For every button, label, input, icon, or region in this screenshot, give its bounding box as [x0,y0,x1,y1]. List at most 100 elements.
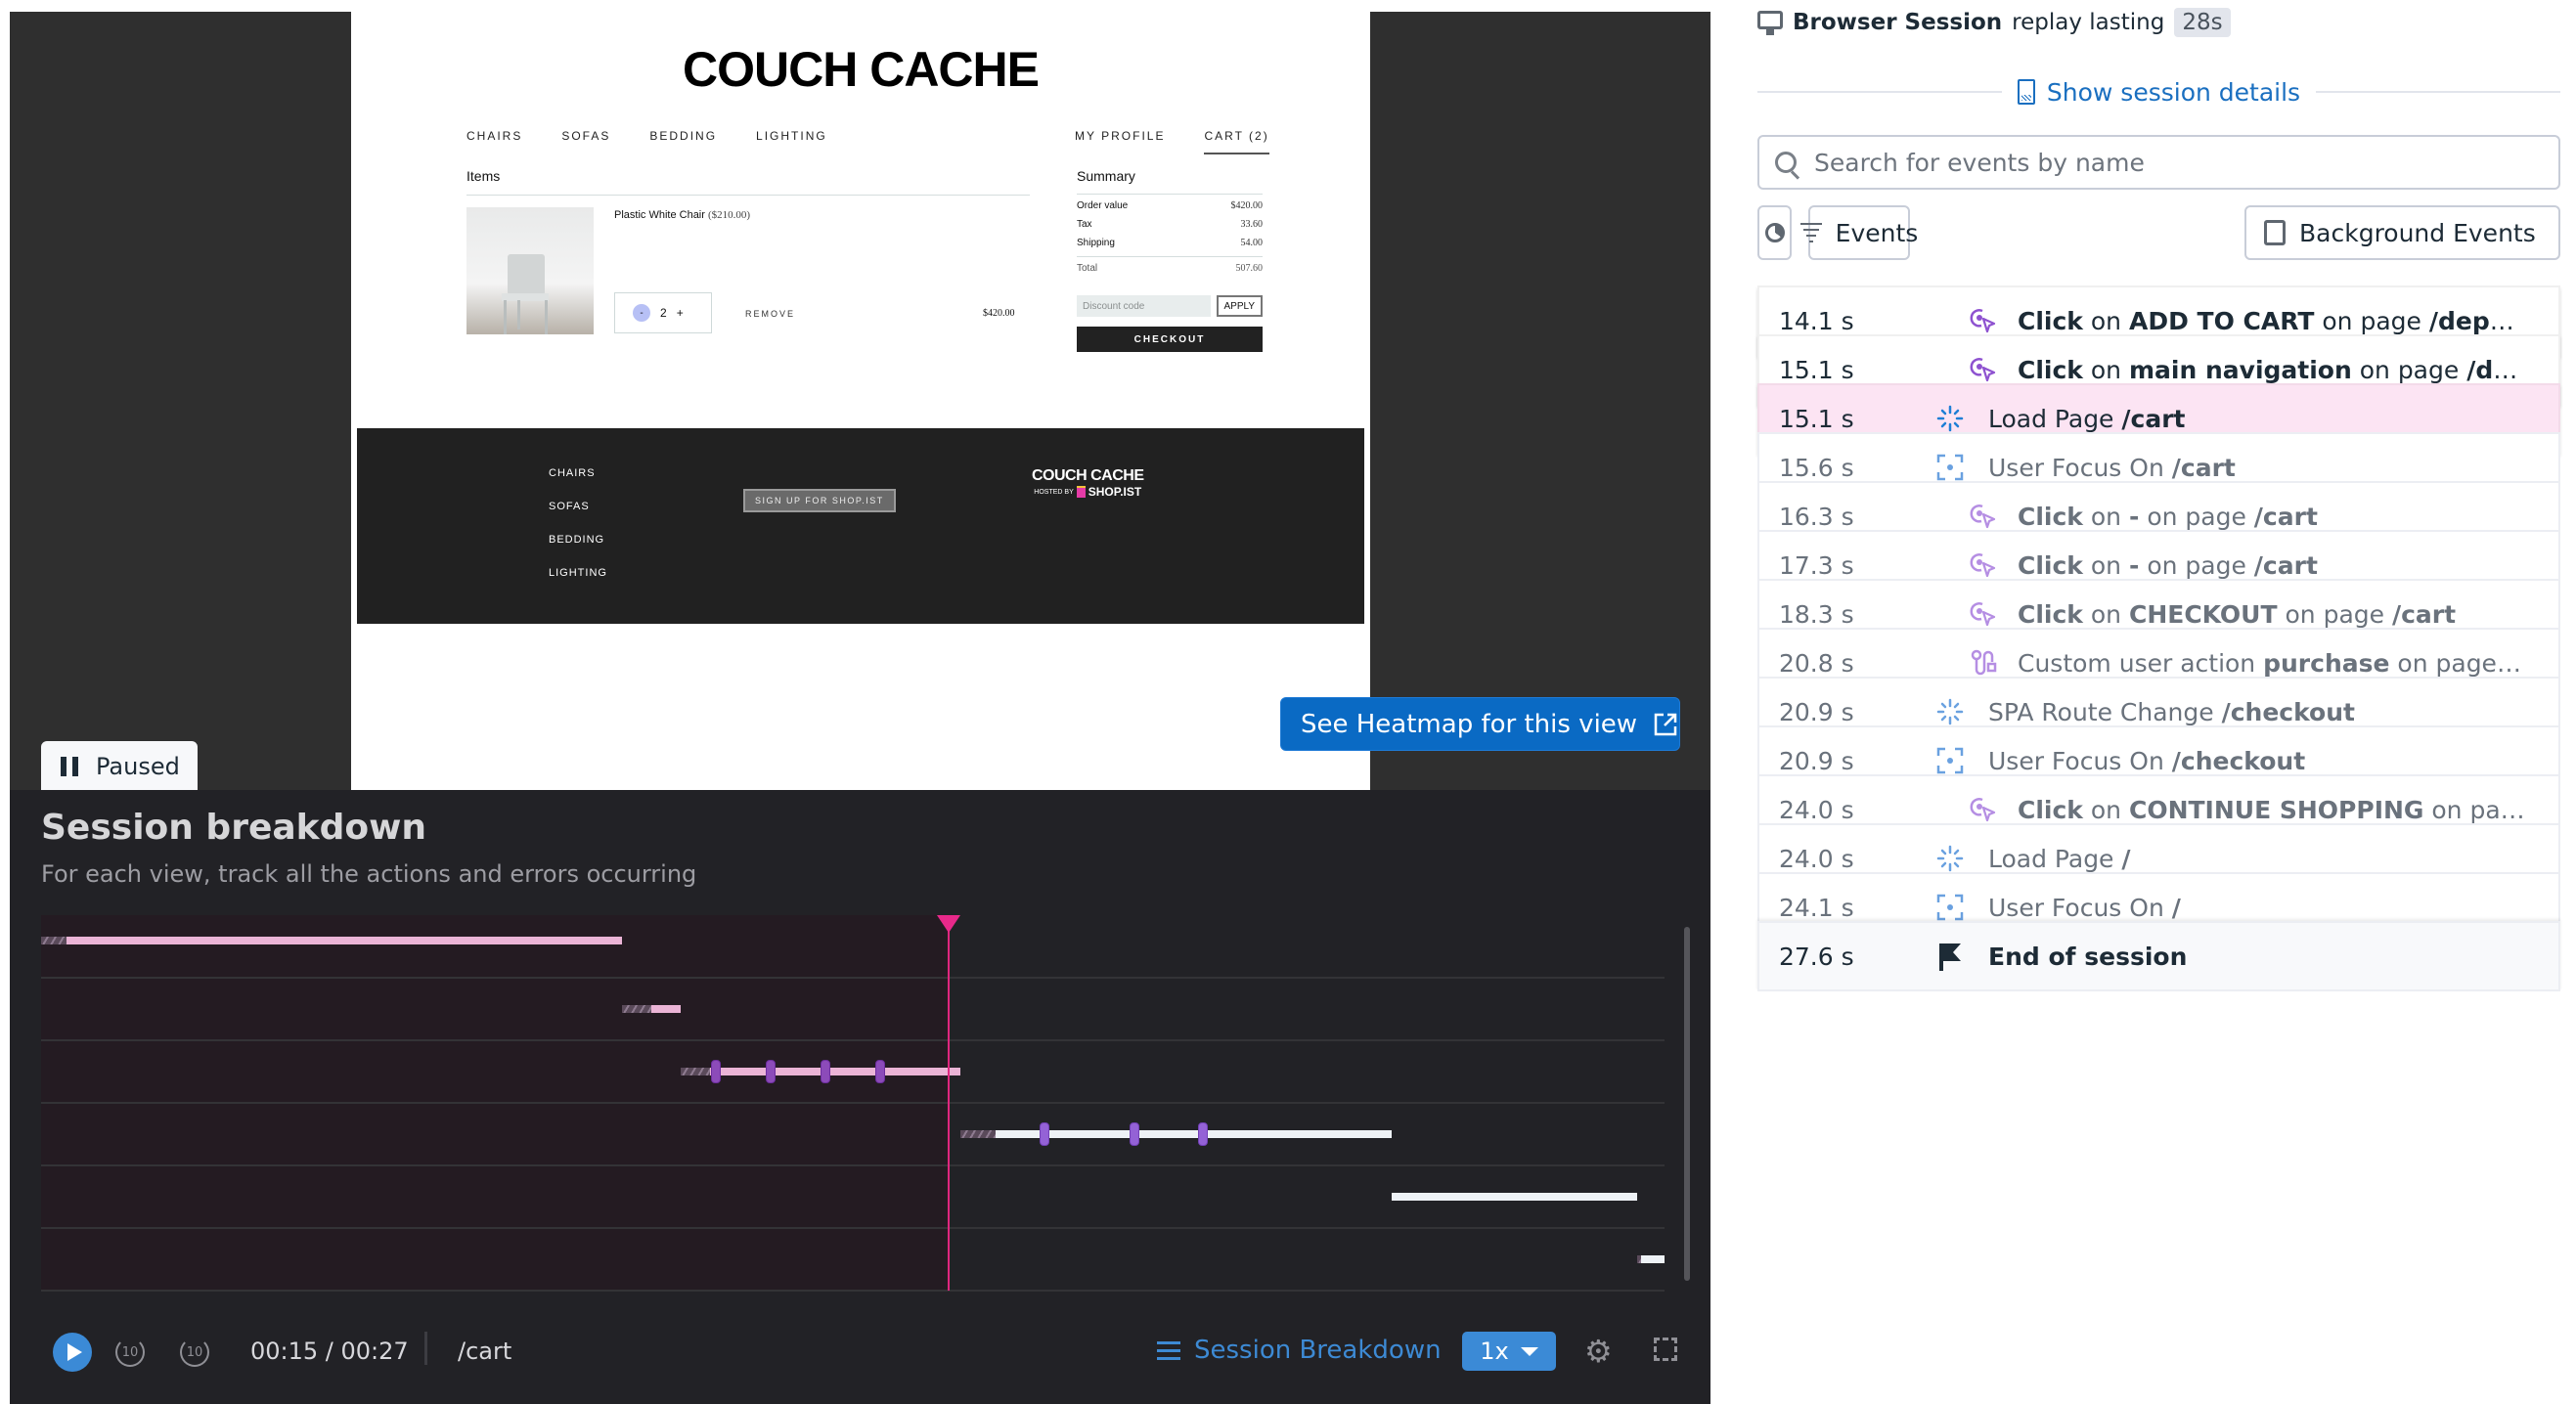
site-nav-bedding: BEDDING [649,129,718,143]
background-events-toggle[interactable]: Background Events [2244,205,2560,260]
event-label: End of session [1988,942,2188,971]
loading-spinner-icon [1935,404,1965,433]
site-nav-profile: MY PROFILE [1075,129,1166,143]
see-heatmap-button[interactable]: See Heatmap for this view [1280,697,1680,751]
session-breakdown-toggle[interactable]: Session Breakdown [1157,1336,1442,1365]
site-logo: COUCH CACHE [683,42,1040,97]
apply-button: APPLY [1216,295,1263,317]
click-cursor-icon [1969,306,1998,335]
playback-status-badge: Paused [41,741,198,792]
quantity-stepper: - 2 + [614,292,712,333]
action-marker[interactable] [711,1060,721,1083]
action-marker[interactable] [1130,1122,1139,1146]
event-label: Custom user action purchase on page /c..… [2018,648,2526,678]
show-session-details-link[interactable]: Show session details [2002,78,2316,107]
action-marker[interactable] [1040,1122,1049,1146]
view-bar[interactable] [710,1068,960,1075]
show-details-row: Show session details [1757,74,2560,110]
divider [424,1332,427,1365]
checkbox-unchecked[interactable] [2264,220,2286,245]
rewind-10-icon: 10 [121,1344,139,1360]
event-time: 17.3 s [1779,550,1854,580]
session-type: Browser Session [1793,10,2003,35]
timeline-scrollbar[interactable] [1684,927,1690,1281]
view-bar[interactable] [1641,1255,1665,1263]
play-button[interactable] [53,1333,92,1372]
playhead[interactable] [948,915,950,1291]
event-time: 20.9 s [1779,697,1854,726]
breakdown-subtitle: For each view, track all the actions and… [41,860,697,888]
items-heading: Items [466,168,501,184]
loading-spinner-icon [1935,844,1965,873]
breakdown-chart-button[interactable] [1757,205,1792,260]
forward-10-button[interactable]: 10 [180,1338,209,1367]
action-marker[interactable] [766,1060,776,1083]
order-summary: Summary Order value $420.00 Tax 33.60 Ship… [1077,168,1263,352]
product-image [466,207,594,334]
event-time: 27.6 s [1779,942,1854,971]
discount-code-field: Discount code [1077,295,1211,317]
product-unit-price: ($210.00) [707,209,751,221]
caret-down-icon [1520,1346,1538,1356]
list-icon [1157,1340,1180,1360]
play-icon [67,1343,82,1361]
external-link-icon [1654,713,1677,735]
click-cursor-icon [1969,355,1998,384]
action-marker[interactable] [1198,1122,1208,1146]
site-nav-sofas: SOFAS [561,129,611,143]
timeline-row-divider [41,1164,1665,1166]
view-bar[interactable] [67,937,622,944]
event-time: 15.1 s [1779,404,1854,433]
discount-form: Discount code APPLY [1077,295,1263,317]
divider [1077,194,1263,195]
event-label: User Focus On /cart [1988,453,2236,482]
event-time: 14.1 s [1779,306,1854,335]
playhead-handle[interactable] [937,915,960,933]
timeline-row-divider [41,1039,1665,1041]
signup-button: SIGN UP FOR SHOP.IST [743,489,896,512]
footer-brand: COUCH CACHE HOSTED BY SHOP.IST [1032,467,1144,499]
rewind-10-button[interactable]: 10 [115,1338,145,1367]
replayed-website: COUCH CACHE CHAIRS SOFAS BEDDING LIGHTIN… [351,12,1370,790]
event-time: 24.1 s [1779,893,1854,922]
event-time: 15.1 s [1779,355,1854,384]
view-bar[interactable] [651,1005,681,1013]
fullscreen-button[interactable] [1654,1338,1677,1361]
summary-row: Tax 33.60 [1077,219,1263,230]
action-marker[interactable] [875,1060,885,1083]
breakdown-title: Session breakdown [41,808,426,848]
action-marker[interactable] [821,1060,830,1083]
pie-chart-icon [1764,223,1785,242]
current-route: /cart [458,1338,512,1365]
view-loading-segment [1637,1255,1641,1263]
click-cursor-icon [1969,599,1998,629]
custom-action-icon [1969,648,1998,678]
divider [1077,256,1263,257]
breakdown-timeline[interactable] [41,915,1665,1292]
view-bar[interactable] [996,1130,1392,1138]
player-controls: 10 10 00:15 / 00:27 /cart Session Breakd… [10,1308,1710,1404]
timeline-row-divider [41,1227,1665,1229]
event-search-input[interactable]: Search for events by name [1757,135,2560,190]
quantity-value: 2 [660,306,667,320]
events-filter-button[interactable]: Events [1799,205,1918,260]
event-time: 18.3 s [1779,599,1854,629]
view-loading-segment [960,1130,996,1138]
session-duration-badge: 28s [2174,8,2231,37]
event-time: 24.0 s [1779,795,1854,824]
event-label: Click on CHECKOUT on page /cart [2018,599,2457,629]
expand-details-icon [2017,79,2035,105]
quantity-minus: - [633,304,650,322]
event-row-end[interactable]: 27.6 s End of session [1757,921,2560,991]
event-time: 16.3 s [1779,502,1854,531]
site-nav-right: MY PROFILE CART (2) [1075,129,1269,154]
summary-row: Shipping 54.00 [1077,238,1263,248]
view-bar[interactable] [1392,1193,1637,1201]
event-time: 24.0 s [1779,844,1854,873]
replay-player: COUCH CACHE CHAIRS SOFAS BEDDING LIGHTIN… [10,12,1710,1404]
summary-heading: Summary [1077,168,1135,184]
playback-speed-dropdown[interactable]: 1x [1462,1332,1556,1371]
focus-target-icon [1935,453,1965,482]
settings-button[interactable]: ⚙ [1584,1336,1613,1367]
event-label: User Focus On /checkout [1988,746,2306,775]
